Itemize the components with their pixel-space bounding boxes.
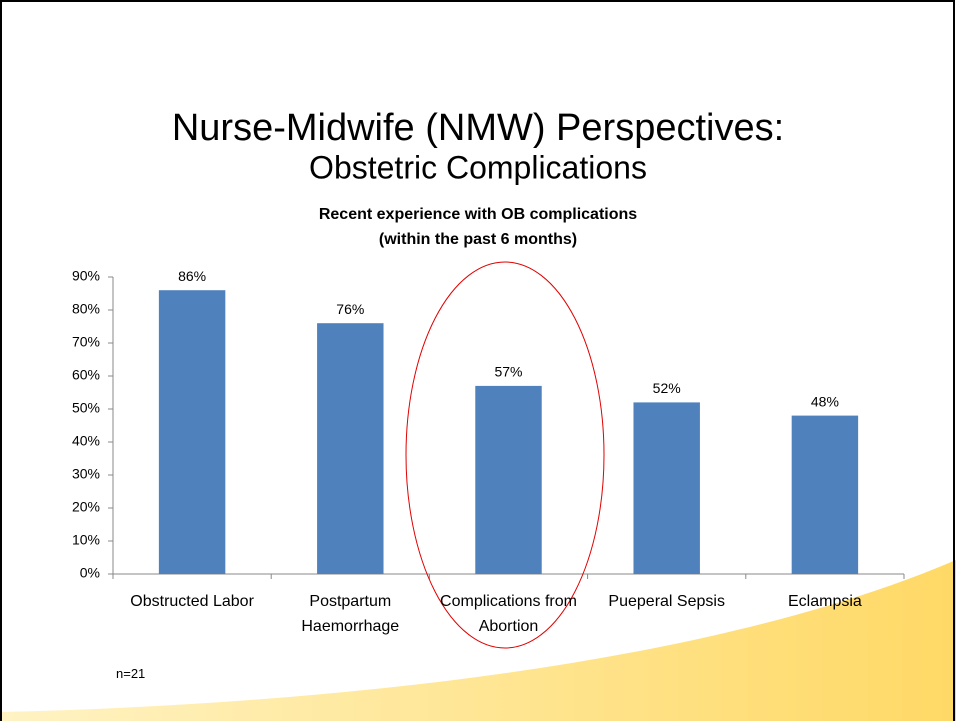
y-tick-label: 50% [72,400,100,416]
x-tick-label: Postpartum Haemorrhage [301,593,400,635]
bar [475,385,542,574]
chart-title: Recent experience with OB complications [319,206,637,223]
slide-subtitle: Obstetric Complications [309,149,647,185]
y-tick-label: 80% [72,301,100,317]
y-tick-label: 40% [72,433,100,449]
value-label: 76% [336,301,364,317]
y-tick-label: 30% [72,466,100,482]
bar [317,323,384,574]
x-tick-label: Complications from Abortion [440,593,577,635]
x-tick-label: Pueperal Sepsis [608,593,725,610]
slide-title: Nurse-Midwife (NMW) Perspectives: [172,107,784,149]
value-label: 52% [653,380,681,396]
highlight-ellipse [405,261,605,649]
y-tick-label: 90% [72,268,100,284]
y-tick-label: 20% [72,499,100,515]
value-label: 48% [811,393,839,409]
decorative-swoosh [0,560,956,721]
value-label: 57% [494,364,522,380]
chart-title: (within the past 6 months) [379,231,577,248]
bar [158,290,226,574]
note: n=21 [116,666,146,681]
y-tick-label: 70% [72,334,100,350]
y-tick-label: 10% [72,532,100,548]
bar [633,402,700,574]
bar [791,415,859,574]
y-tick-label: 0% [80,565,100,581]
value-label: 86% [178,268,206,284]
x-tick-label: Eclampsia [787,593,862,610]
y-tick-label: 60% [72,367,100,383]
x-tick-label: Obstructed Labor [130,593,254,610]
